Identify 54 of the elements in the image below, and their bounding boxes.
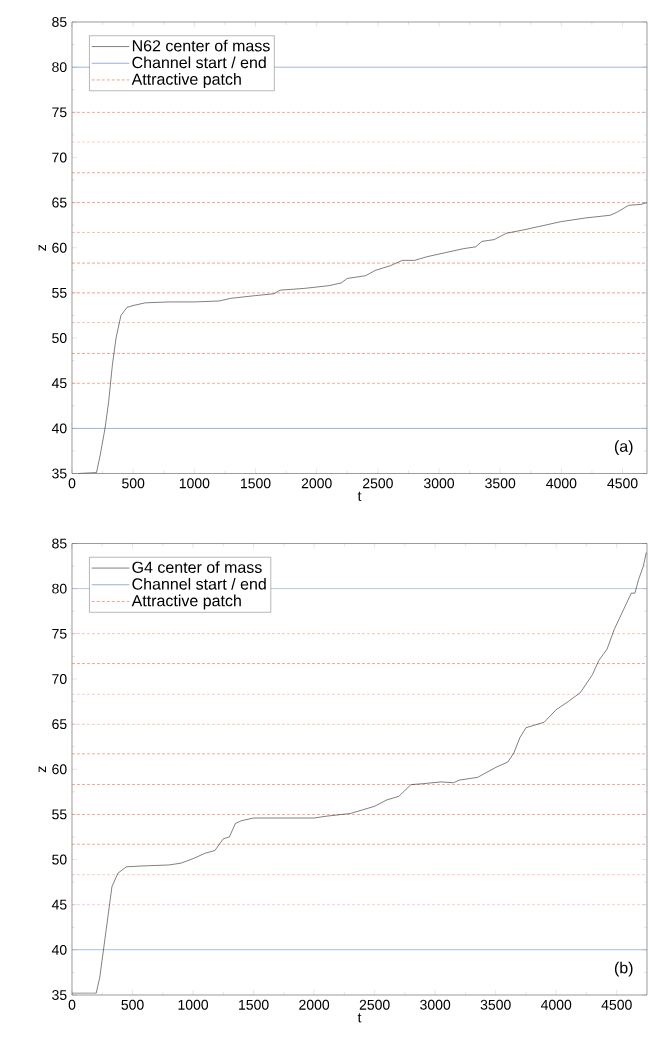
x-axis-title: t xyxy=(357,491,362,501)
y-tick-label: 80 xyxy=(52,583,67,594)
x-tick-label: 4500 xyxy=(601,999,632,1010)
y-tick-label: 80 xyxy=(52,62,67,73)
legend-label: Attractive patch xyxy=(131,73,241,89)
y-tick-label: 65 xyxy=(52,719,67,730)
y-tick-label: 40 xyxy=(51,944,67,955)
x-tick-label: 500 xyxy=(121,999,144,1010)
x-tick-label: 4500 xyxy=(607,478,638,489)
ref-line-label: Channel start / end xyxy=(132,577,266,590)
annotation: (a) xyxy=(614,440,633,456)
y-tick-label: 75 xyxy=(52,107,67,118)
x-tick-label: 1500 xyxy=(239,999,269,1010)
legend-label: Attractive patch xyxy=(131,594,241,610)
x-tick-label: 3000 xyxy=(420,999,451,1010)
x-tick-label: 3500 xyxy=(485,478,516,489)
y-tick-label: 35 xyxy=(52,468,67,479)
y-tick-label: 45 xyxy=(51,378,67,389)
x-tick-label: 3500 xyxy=(480,999,511,1010)
y-tick-label: 40 xyxy=(51,423,67,434)
x-tick-label: 3000 xyxy=(423,478,455,489)
y-tick-label: 75 xyxy=(52,628,67,639)
x-tick-label: 1000 xyxy=(178,999,209,1010)
x-tick-label: 0 xyxy=(68,999,76,1010)
y-tick-label: 70 xyxy=(52,673,67,684)
y-tick-label: 55 xyxy=(52,288,67,298)
x-tick-label: 4000 xyxy=(546,478,577,489)
ref-line-label: Channel start / end xyxy=(132,56,266,69)
annotation: (b) xyxy=(614,961,633,977)
x-tick-label: 2500 xyxy=(359,999,390,1010)
y-tick-label: 85 xyxy=(52,538,67,549)
x-tick-label: 4000 xyxy=(540,999,572,1010)
y-tick-label: 50 xyxy=(52,854,67,865)
y-tick-label: 65 xyxy=(52,197,67,208)
y-axis-title: z xyxy=(38,766,47,773)
y-tick-label: 85 xyxy=(52,17,67,27)
legend-label: G4 center of mass xyxy=(132,561,262,573)
legend-label: N62 center of mass xyxy=(132,39,270,52)
y-axis-title: z xyxy=(38,244,47,251)
x-tick-label: 1500 xyxy=(241,478,271,489)
x-tick-label: 2500 xyxy=(362,478,393,489)
x-axis-title: t xyxy=(357,1013,362,1023)
y-tick-label: 55 xyxy=(52,809,67,820)
x-tick-label: 1000 xyxy=(179,478,210,489)
y-tick-label: 50 xyxy=(52,333,67,343)
y-tick-label: 70 xyxy=(52,152,67,163)
y-tick-label: 45 xyxy=(51,899,67,910)
x-tick-label: 0 xyxy=(68,478,76,489)
y-tick-label: 35 xyxy=(52,990,67,1000)
y-tick-label: 60 xyxy=(52,764,67,775)
x-tick-label: 500 xyxy=(122,478,145,489)
x-tick-label: 2000 xyxy=(299,999,330,1010)
y-tick-label: 60 xyxy=(52,242,67,253)
x-tick-label: 2000 xyxy=(301,478,332,489)
